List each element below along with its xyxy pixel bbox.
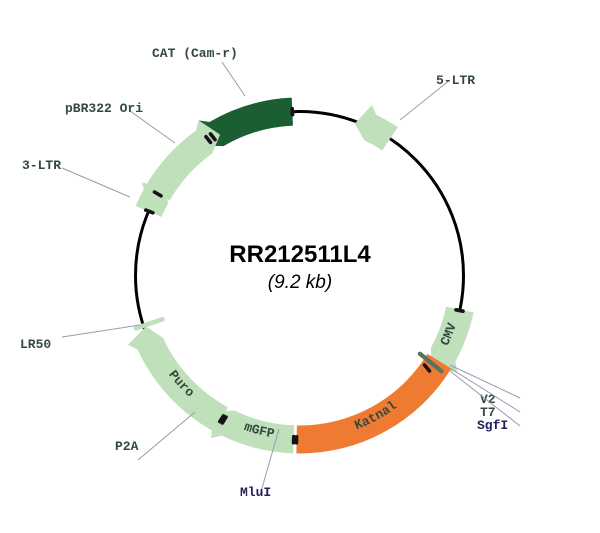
svg-text:LR50: LR50 xyxy=(20,337,51,352)
svg-text:pBR322 Ori: pBR322 Ori xyxy=(65,101,143,116)
svg-text:(9.2 kb): (9.2 kb) xyxy=(268,272,332,293)
svg-text:MluI: MluI xyxy=(240,485,271,500)
svg-text:P2A: P2A xyxy=(115,439,139,454)
svg-text:RR212511L4: RR212511L4 xyxy=(229,241,371,268)
svg-text:5-LTR: 5-LTR xyxy=(436,73,475,88)
svg-text:CAT (Cam-r): CAT (Cam-r) xyxy=(152,46,238,61)
svg-text:3-LTR: 3-LTR xyxy=(22,158,61,173)
svg-text:SgfI: SgfI xyxy=(477,418,508,433)
